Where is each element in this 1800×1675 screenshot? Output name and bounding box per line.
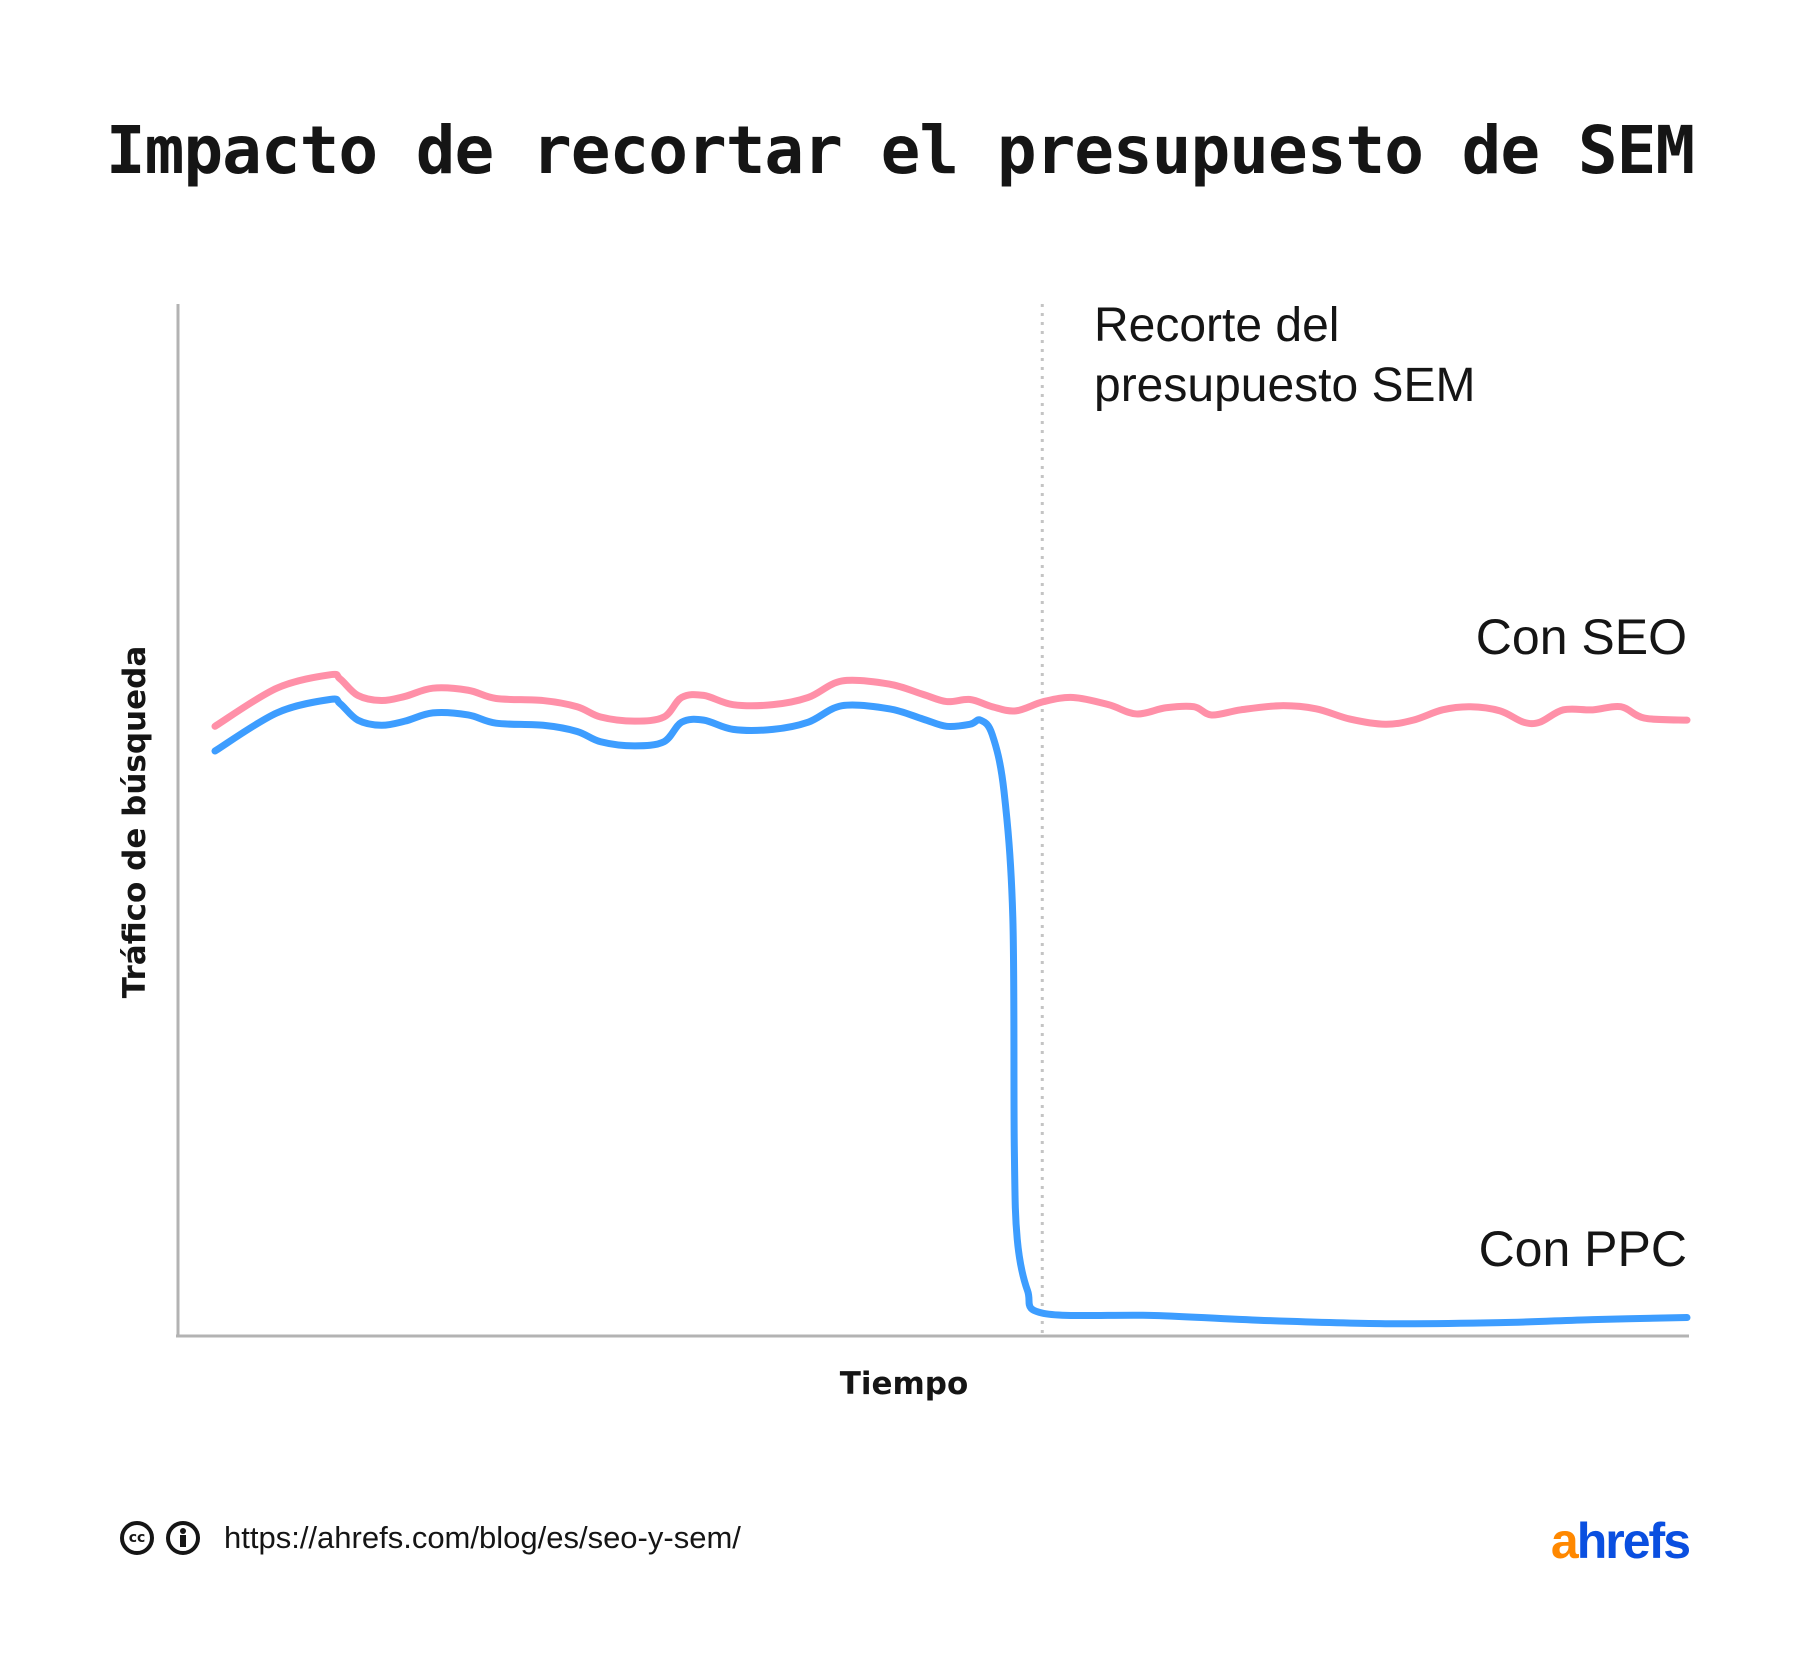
annotation-line-2: presupuesto SEM <box>1094 359 1476 412</box>
chart-title: Impacto de recortar el presupuesto de SE… <box>105 112 1695 189</box>
y-axis-label: Tráfico de búsqueda <box>117 645 153 999</box>
budget-cut-annotation: Recorte del presupuesto SEM <box>1094 296 1476 416</box>
attribution-icon <box>166 1521 200 1555</box>
x-axis-label: Tiempo <box>839 1366 969 1402</box>
footer: cc https://ahrefs.com/blog/es/seo-y-sem/ <box>120 1520 741 1556</box>
cc-icon: cc <box>120 1521 154 1555</box>
ahrefs-logo: ahrefs <box>1550 1513 1691 1569</box>
series-line-ppc <box>211 695 1691 1328</box>
series-label-seo: Con SEO <box>1475 609 1687 665</box>
annotation-line-1: Recorte del <box>1094 299 1340 352</box>
series-line-seo <box>211 670 1691 730</box>
source-url[interactable]: https://ahrefs.com/blog/es/seo-y-sem/ <box>224 1520 741 1555</box>
series-label-ppc: Con PPC <box>1478 1221 1687 1277</box>
